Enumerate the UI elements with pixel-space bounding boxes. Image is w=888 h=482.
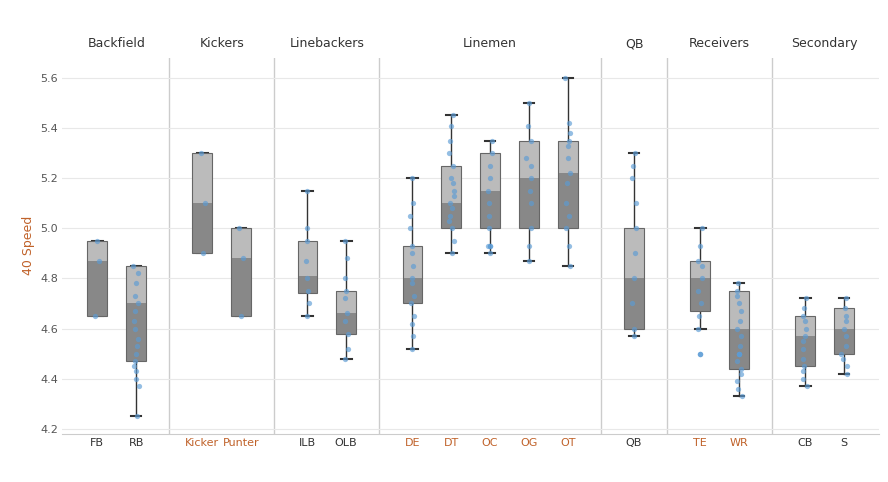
- Bar: [87, 261, 107, 316]
- Bar: [193, 153, 212, 254]
- Bar: [835, 308, 854, 329]
- Bar: [624, 228, 644, 329]
- Bar: [796, 336, 815, 366]
- Bar: [691, 279, 710, 311]
- Bar: [402, 279, 422, 304]
- Bar: [559, 141, 577, 228]
- Bar: [480, 153, 500, 191]
- Bar: [441, 166, 461, 228]
- Bar: [835, 329, 854, 354]
- Bar: [835, 308, 854, 354]
- Bar: [441, 203, 461, 228]
- Bar: [337, 291, 356, 313]
- Bar: [559, 173, 577, 228]
- Bar: [87, 241, 107, 261]
- Bar: [297, 241, 317, 276]
- Text: Receivers: Receivers: [689, 37, 750, 50]
- Bar: [193, 153, 212, 203]
- Bar: [519, 141, 539, 178]
- Bar: [519, 141, 539, 228]
- Bar: [729, 291, 749, 329]
- Bar: [796, 316, 815, 366]
- Bar: [402, 246, 422, 304]
- Bar: [126, 266, 146, 361]
- Bar: [624, 279, 644, 329]
- Bar: [337, 291, 356, 334]
- Bar: [297, 241, 317, 294]
- Text: Secondary: Secondary: [791, 37, 858, 50]
- Bar: [796, 316, 815, 336]
- Bar: [297, 276, 317, 294]
- Bar: [441, 166, 461, 203]
- Y-axis label: 40 Speed: 40 Speed: [21, 216, 35, 275]
- Bar: [232, 228, 250, 316]
- Text: Backfield: Backfield: [88, 37, 146, 50]
- Bar: [559, 141, 577, 173]
- Bar: [729, 329, 749, 369]
- Bar: [337, 313, 356, 334]
- Bar: [691, 261, 710, 279]
- Bar: [729, 291, 749, 369]
- Bar: [480, 153, 500, 228]
- Bar: [193, 203, 212, 254]
- Bar: [126, 304, 146, 361]
- Bar: [232, 258, 250, 316]
- Text: Linemen: Linemen: [464, 37, 517, 50]
- Text: QB: QB: [625, 37, 643, 50]
- Bar: [402, 246, 422, 279]
- Bar: [232, 228, 250, 258]
- Text: Kickers: Kickers: [199, 37, 244, 50]
- Bar: [126, 266, 146, 304]
- Bar: [624, 228, 644, 279]
- Bar: [480, 191, 500, 228]
- Bar: [87, 241, 107, 316]
- Text: Linebackers: Linebackers: [289, 37, 364, 50]
- Bar: [691, 261, 710, 311]
- Bar: [519, 178, 539, 228]
